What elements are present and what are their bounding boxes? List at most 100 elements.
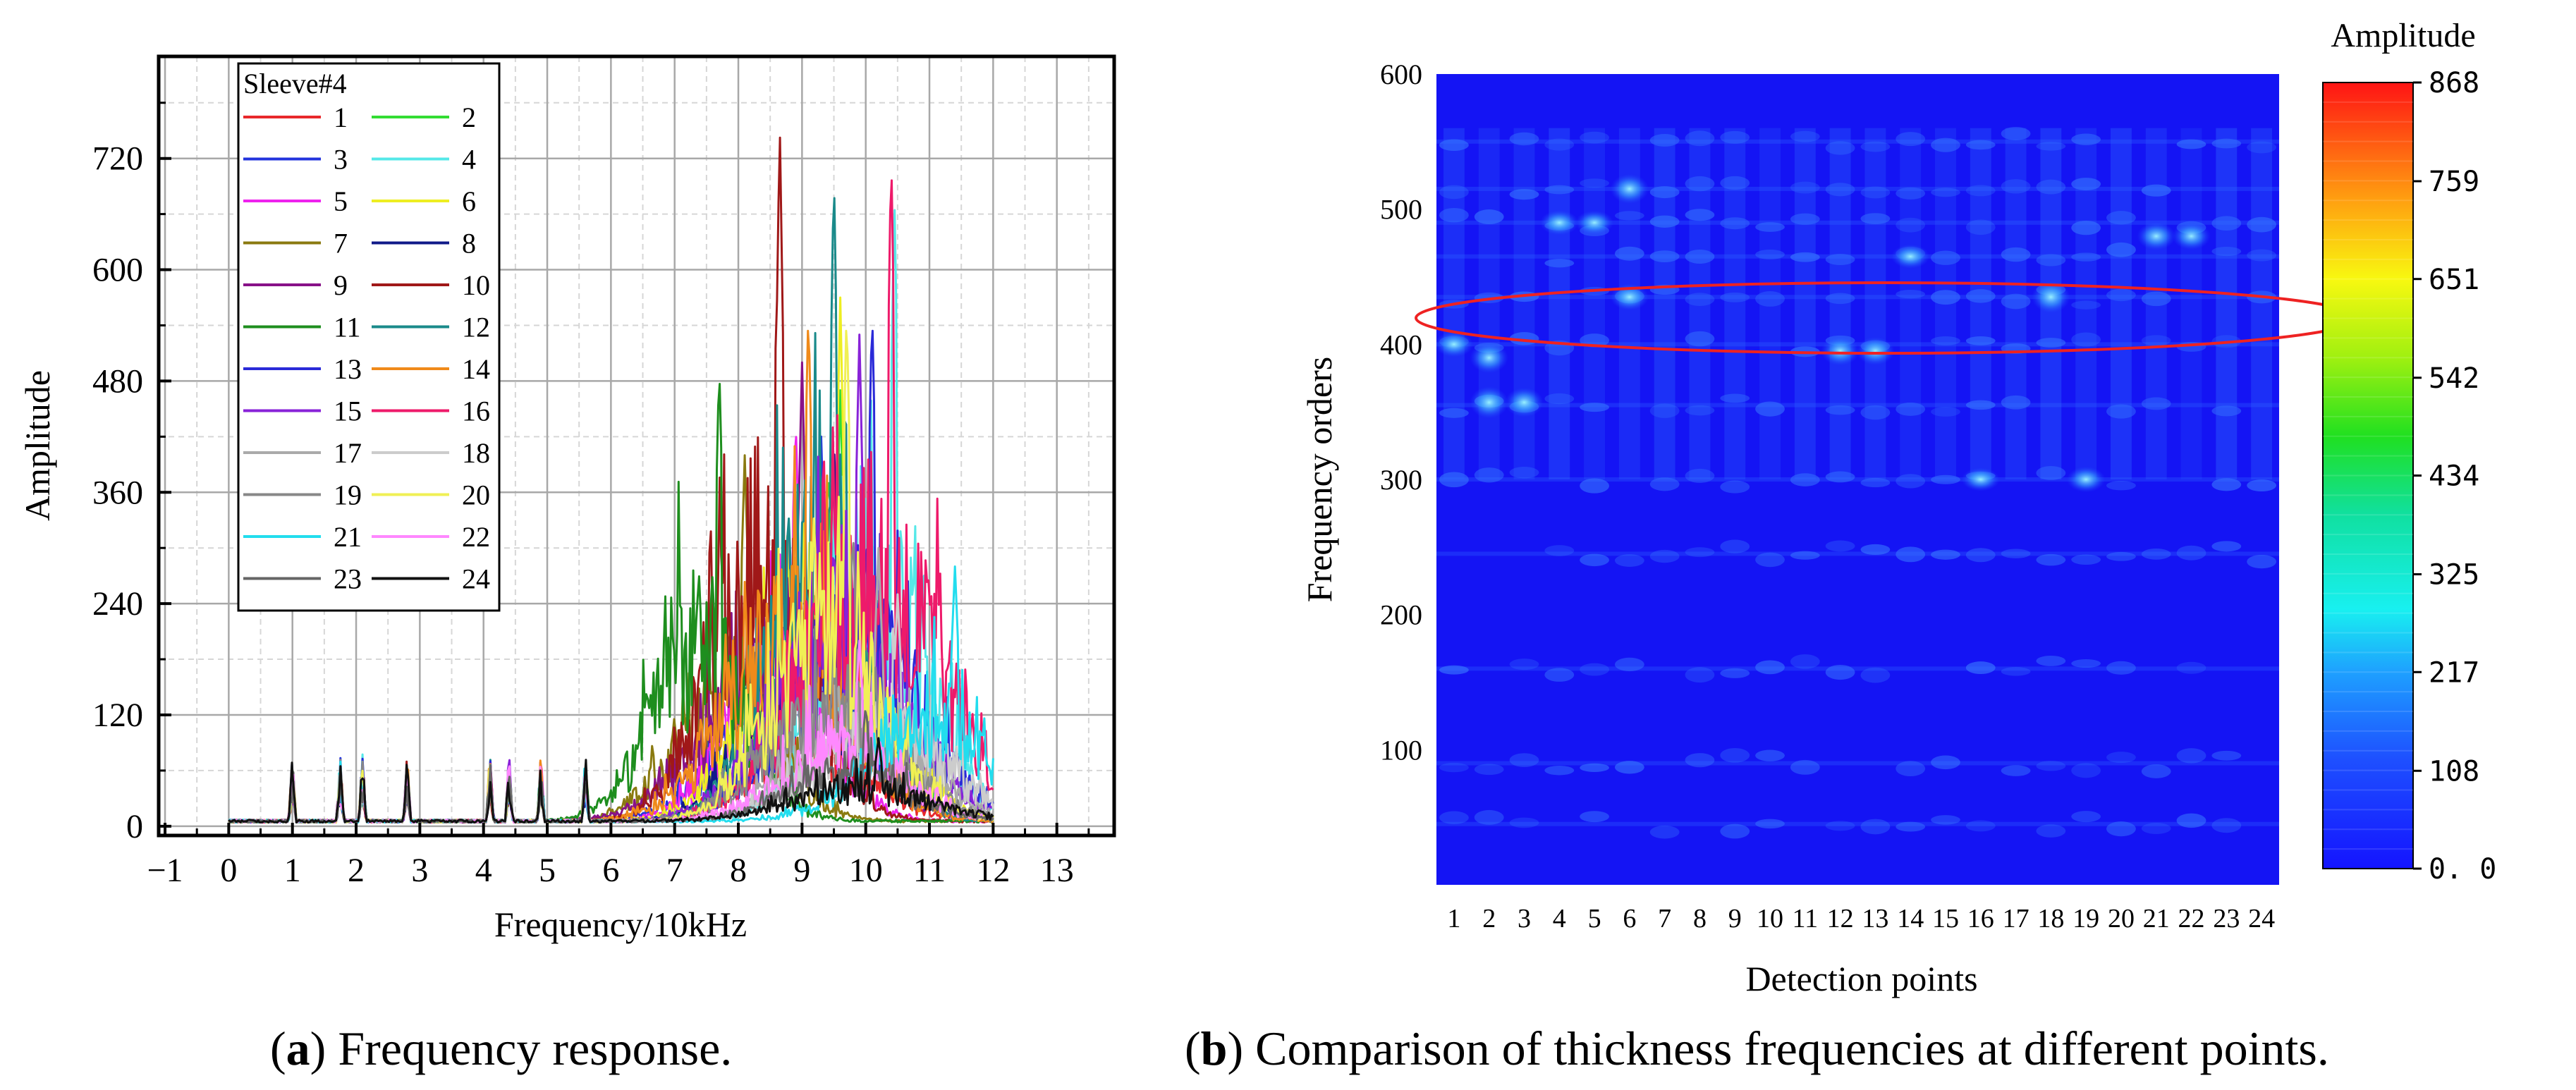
heatmap-bright-spot — [1610, 173, 1649, 204]
legend-label: 24 — [462, 563, 490, 595]
heatmap-x-tick-label: 23 — [2213, 904, 2240, 933]
heatmap-column — [1549, 128, 1570, 479]
heatmap-cell — [1580, 763, 1609, 772]
caption-a-text: Frequency response. — [326, 1022, 732, 1075]
heatmap-cell — [2211, 246, 2242, 257]
plot-a-xlabel: Frequency/10kHz — [494, 905, 747, 944]
heatmap-x-tick-label: 9 — [1728, 904, 1742, 933]
heatmap-cell — [2106, 481, 2136, 491]
heatmap-cell — [2001, 127, 2031, 140]
heatmap-bright-spot — [2137, 222, 2176, 250]
heatmap-cell — [1685, 293, 1715, 306]
heatmap-cell — [1544, 668, 1575, 682]
heatmap-cell — [2176, 661, 2206, 674]
heatmap-band — [1436, 254, 2279, 259]
heatmap-cell — [2176, 545, 2206, 561]
heatmap-bright-spot — [1470, 386, 1509, 419]
heatmap-cell — [2036, 761, 2066, 771]
heatmap-x-tick-label: 3 — [1518, 904, 1531, 933]
heatmap-cell — [2071, 300, 2101, 310]
heatmap-cell — [2106, 288, 2136, 302]
heatmap-bright-spot — [1505, 387, 1544, 417]
heatmap-x-tick-label: 5 — [1588, 904, 1601, 933]
heatmap-cell — [1896, 402, 1926, 416]
heatmap-band — [1436, 477, 2279, 482]
y-tick-label: 720 — [92, 140, 143, 178]
heatmap-cell — [1649, 215, 1680, 228]
heatmap-cell — [1965, 185, 1996, 197]
heatmap-bands — [1436, 139, 2279, 826]
heatmap-cell — [1649, 134, 1680, 147]
heatmap-band — [1436, 761, 2279, 766]
heatmap-cell — [1685, 331, 1715, 347]
heatmap-cell — [1720, 393, 1750, 403]
heatmap-cell — [2176, 813, 2206, 828]
heatmap-cell — [1685, 130, 1715, 147]
heatmap-cell — [2211, 818, 2242, 833]
heatmap-cell — [2247, 479, 2277, 492]
x-tick-label: 5 — [539, 852, 556, 889]
heatmap-cell — [1474, 209, 1504, 224]
legend-label: 2 — [462, 102, 476, 133]
heatmap-cell — [1896, 821, 1926, 832]
heatmap-cell — [1509, 132, 1539, 146]
heatmap-cell — [2071, 659, 2101, 668]
heatmap-cell — [1720, 130, 1750, 144]
heatmap-cell — [1439, 472, 1469, 488]
heatmap-cell — [1790, 130, 1820, 142]
colorbar-tick-label: 325 — [2429, 559, 2479, 592]
heatmap-cell — [2071, 554, 2101, 565]
heatmap-cell — [1965, 400, 1996, 410]
heatmap-bright-spot — [1539, 210, 1579, 235]
heatmap-cell — [1439, 408, 1469, 418]
heatmap-cell — [2036, 824, 2066, 838]
heatmap-cell — [2141, 335, 2171, 346]
colorbar-tick-label: 759 — [2429, 166, 2479, 198]
heatmap-cell — [1755, 660, 1785, 675]
heatmap-cell — [2106, 661, 2136, 675]
heatmap-y-tick-label: 200 — [1380, 599, 1422, 631]
heatmap-cell — [1685, 547, 1715, 558]
x-tick-label: 7 — [666, 852, 683, 889]
heatmap-column — [1584, 128, 1605, 479]
x-tick-label: 12 — [976, 852, 1010, 889]
heatmap-column — [2145, 128, 2167, 479]
heatmap-column — [1829, 128, 1851, 479]
heatmap-cell — [1649, 825, 1680, 839]
colorbar: Amplitude 0. 0 108 217 325 434 542 651 759 868 — [2322, 17, 2496, 886]
heatmap-cell — [1860, 477, 1891, 488]
heatmap-column — [1864, 128, 1886, 479]
heatmap-cell — [2071, 252, 2101, 262]
heatmap-cell — [1790, 181, 1820, 194]
heatmap-cell — [1685, 405, 1715, 416]
heatmap-cell — [1474, 809, 1504, 825]
heatmap-cell — [2247, 554, 2277, 569]
legend-label: 14 — [462, 353, 490, 385]
caption-b-text: Comparison of thickness frequencies at d… — [1243, 1022, 2329, 1075]
heatmap-cell — [1544, 765, 1575, 776]
heatmap-cell — [1860, 405, 1891, 420]
heatmap-cell — [1439, 811, 1469, 824]
heatmap-cell — [2141, 823, 2171, 834]
legend-label: 17 — [334, 437, 362, 469]
heatmap-cell — [1720, 292, 1750, 302]
heatmap-cell — [2071, 332, 2101, 347]
heatmap-column — [1794, 128, 1816, 479]
y-tick-label: 600 — [92, 252, 143, 289]
heatmap-cell — [1860, 667, 1891, 683]
heatmap-cell — [1825, 664, 1855, 680]
x-tick-label: 2 — [348, 852, 365, 889]
heatmap-cell — [1931, 549, 1960, 560]
heatmap-cell — [1931, 474, 1960, 484]
legend-title: Sleeve#4 — [243, 68, 347, 99]
heatmap-x-tick-label: 13 — [1862, 904, 1888, 933]
heatmap-cell — [2001, 247, 2031, 262]
heatmap-cell — [1965, 289, 1996, 303]
heatmap-cell — [1509, 189, 1539, 200]
heatmap-cell — [2106, 404, 2136, 419]
heatmap-column — [1513, 128, 1535, 479]
heatmap-cell — [2247, 141, 2277, 154]
heatmap-bright-spot — [1575, 210, 1614, 235]
